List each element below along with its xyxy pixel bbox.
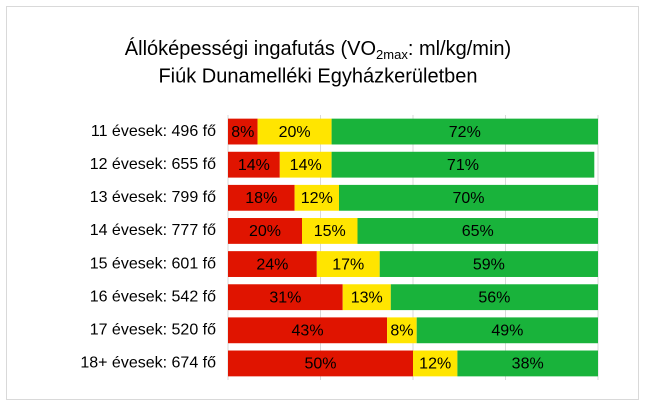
value-label: 14% xyxy=(238,157,270,174)
bar-segment xyxy=(416,317,598,344)
value-label: 24% xyxy=(256,256,288,273)
value-label: 8% xyxy=(231,124,254,141)
bar-segment xyxy=(228,151,280,178)
bar-segment xyxy=(342,284,391,311)
chart-title: Állóképességi ingafutás (VO2max: ml/kg/m… xyxy=(125,37,511,62)
bar-segment xyxy=(228,350,413,377)
bar-segment xyxy=(357,218,598,244)
y-tick-label: 11 évesek: 496 fő xyxy=(91,123,216,140)
value-label: 49% xyxy=(491,323,523,340)
chart-subtitle: Fiúk Dunamelléki Egyházkerületben xyxy=(158,65,477,87)
y-tick-label: 14 évesek: 777 fő xyxy=(90,222,216,239)
title-part: Állóképességi ingafutás (VO xyxy=(125,37,376,60)
bar-segment xyxy=(457,350,598,377)
bar-segment xyxy=(331,118,598,145)
value-label: 18% xyxy=(245,190,277,207)
bar-segment xyxy=(228,184,295,211)
bar-segment xyxy=(228,251,317,277)
value-label: 12% xyxy=(419,356,451,373)
bar-segment xyxy=(294,184,339,211)
bar-segment xyxy=(228,218,302,244)
value-label: 59% xyxy=(473,256,505,273)
value-label: 70% xyxy=(452,190,484,207)
bar-segment xyxy=(387,317,417,344)
value-label: 8% xyxy=(390,323,413,340)
bar-segment xyxy=(390,284,598,311)
y-tick-label: 16 évesek: 542 fő xyxy=(90,288,216,305)
value-label: 12% xyxy=(301,190,333,207)
bar-segment xyxy=(257,118,332,145)
bar-segment xyxy=(379,251,598,277)
y-tick-label: 12 évesek: 655 fő xyxy=(90,156,216,173)
bar-segment xyxy=(316,251,380,277)
bar-segment xyxy=(228,118,258,145)
value-label: 31% xyxy=(269,289,301,306)
bar-segment xyxy=(413,350,458,377)
value-label: 13% xyxy=(351,289,383,306)
y-tick-label: 13 évesek: 799 fő xyxy=(90,189,216,206)
y-tick-label: 15 évesek: 601 fő xyxy=(90,255,216,272)
value-label: 20% xyxy=(249,223,281,240)
value-label: 38% xyxy=(512,356,544,373)
y-tick-label: 17 évesek: 520 fő xyxy=(90,322,216,339)
bar-segment xyxy=(302,218,358,244)
bar-segment xyxy=(228,317,388,344)
value-label: 65% xyxy=(462,223,494,240)
bar-segment xyxy=(331,151,595,178)
y-tick-label: 18+ évesek: 674 fő xyxy=(80,355,216,372)
bar-segment xyxy=(228,284,343,311)
value-label: 15% xyxy=(314,223,346,240)
value-label: 71% xyxy=(447,157,479,174)
value-label: 50% xyxy=(304,356,336,373)
value-label: 14% xyxy=(290,157,322,174)
value-label: 20% xyxy=(279,124,311,141)
title-subscript: 2max xyxy=(376,47,408,62)
value-label: 72% xyxy=(449,124,481,141)
bar-segment xyxy=(279,151,332,178)
title-part: : ml/kg/min) xyxy=(408,38,511,60)
value-label: 17% xyxy=(332,256,364,273)
bar-segment xyxy=(339,184,598,211)
value-label: 56% xyxy=(478,289,510,306)
value-label: 43% xyxy=(292,323,324,340)
